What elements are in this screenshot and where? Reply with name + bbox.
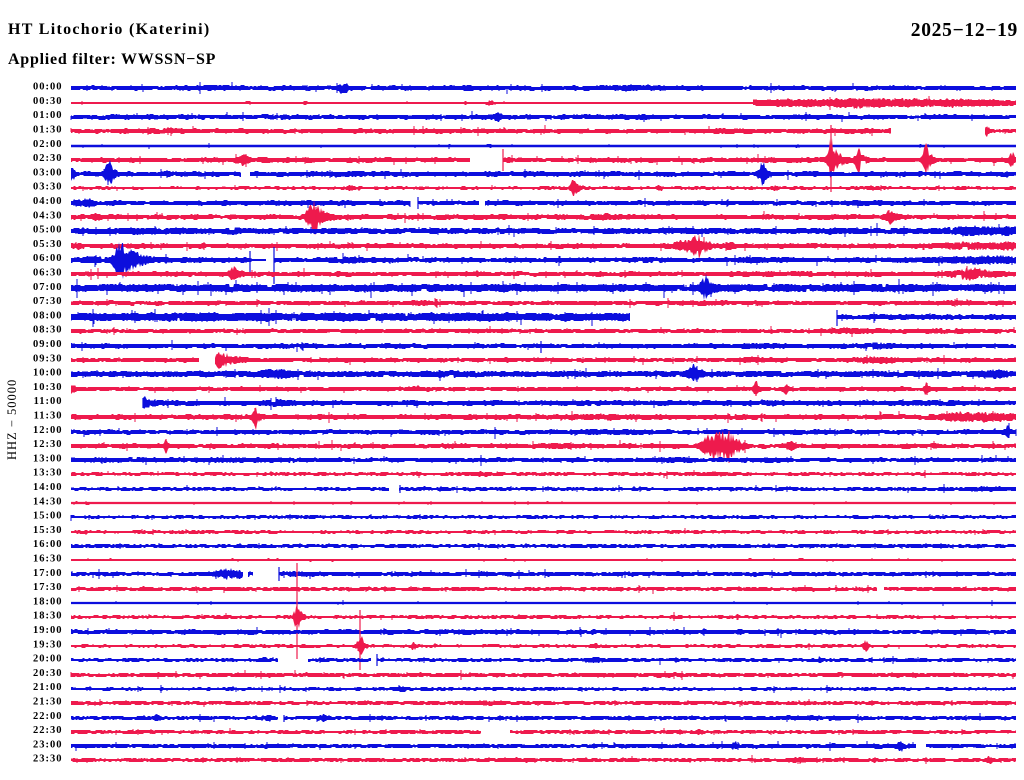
svg-text:03:30: 03:30	[33, 182, 63, 193]
svg-text:00:30: 00:30	[33, 96, 63, 107]
svg-text:11:00: 11:00	[34, 396, 63, 407]
svg-text:07:00: 07:00	[33, 282, 63, 293]
svg-text:01:00: 01:00	[33, 110, 63, 121]
svg-text:04:00: 04:00	[33, 196, 63, 207]
svg-text:12:00: 12:00	[33, 425, 63, 436]
svg-text:14:00: 14:00	[33, 482, 63, 493]
svg-text:18:30: 18:30	[33, 611, 63, 622]
svg-text:17:30: 17:30	[33, 582, 63, 593]
svg-text:09:00: 09:00	[33, 339, 63, 350]
svg-text:08:30: 08:30	[33, 325, 63, 336]
svg-text:18:00: 18:00	[33, 596, 63, 607]
svg-text:00:00: 00:00	[33, 82, 63, 93]
svg-text:06:00: 06:00	[33, 253, 63, 264]
svg-text:16:30: 16:30	[33, 554, 63, 565]
svg-text:HHZ − 50000: HHZ − 50000	[5, 379, 19, 460]
svg-text:20:30: 20:30	[33, 668, 63, 679]
svg-text:03:00: 03:00	[33, 167, 63, 178]
svg-text:22:00: 22:00	[33, 711, 63, 722]
svg-text:06:30: 06:30	[33, 268, 63, 279]
svg-text:17:00: 17:00	[33, 568, 63, 579]
svg-text:13:30: 13:30	[33, 468, 63, 479]
svg-text:10:30: 10:30	[33, 382, 63, 393]
svg-text:16:00: 16:00	[33, 539, 63, 550]
svg-text:23:00: 23:00	[33, 739, 63, 750]
svg-text:HT Litochorio (Katerini): HT Litochorio (Katerini)	[8, 21, 210, 38]
svg-text:04:30: 04:30	[33, 210, 63, 221]
svg-text:13:00: 13:00	[33, 453, 63, 464]
svg-text:09:30: 09:30	[33, 353, 63, 364]
svg-text:20:00: 20:00	[33, 654, 63, 665]
svg-text:01:30: 01:30	[33, 125, 63, 136]
svg-text:07:30: 07:30	[33, 296, 63, 307]
svg-text:05:30: 05:30	[33, 239, 63, 250]
svg-text:12:30: 12:30	[33, 439, 63, 450]
svg-text:10:00: 10:00	[33, 368, 63, 379]
svg-text:21:30: 21:30	[33, 697, 63, 708]
svg-text:05:00: 05:00	[33, 225, 63, 236]
svg-text:11:30: 11:30	[34, 411, 63, 422]
svg-text:14:30: 14:30	[33, 496, 63, 507]
svg-text:22:30: 22:30	[33, 725, 63, 736]
svg-text:23:30: 23:30	[33, 754, 63, 765]
svg-text:02:00: 02:00	[33, 139, 63, 150]
svg-text:19:30: 19:30	[33, 639, 63, 650]
svg-text:2025−12−19: 2025−12−19	[911, 20, 1018, 41]
svg-text:02:30: 02:30	[33, 153, 63, 164]
svg-text:Applied filter: WWSSN−SP: Applied filter: WWSSN−SP	[8, 51, 216, 68]
svg-text:21:00: 21:00	[33, 682, 63, 693]
svg-text:19:00: 19:00	[33, 625, 63, 636]
svg-text:08:00: 08:00	[33, 310, 63, 321]
svg-text:15:30: 15:30	[33, 525, 63, 536]
svg-text:15:00: 15:00	[33, 511, 63, 522]
